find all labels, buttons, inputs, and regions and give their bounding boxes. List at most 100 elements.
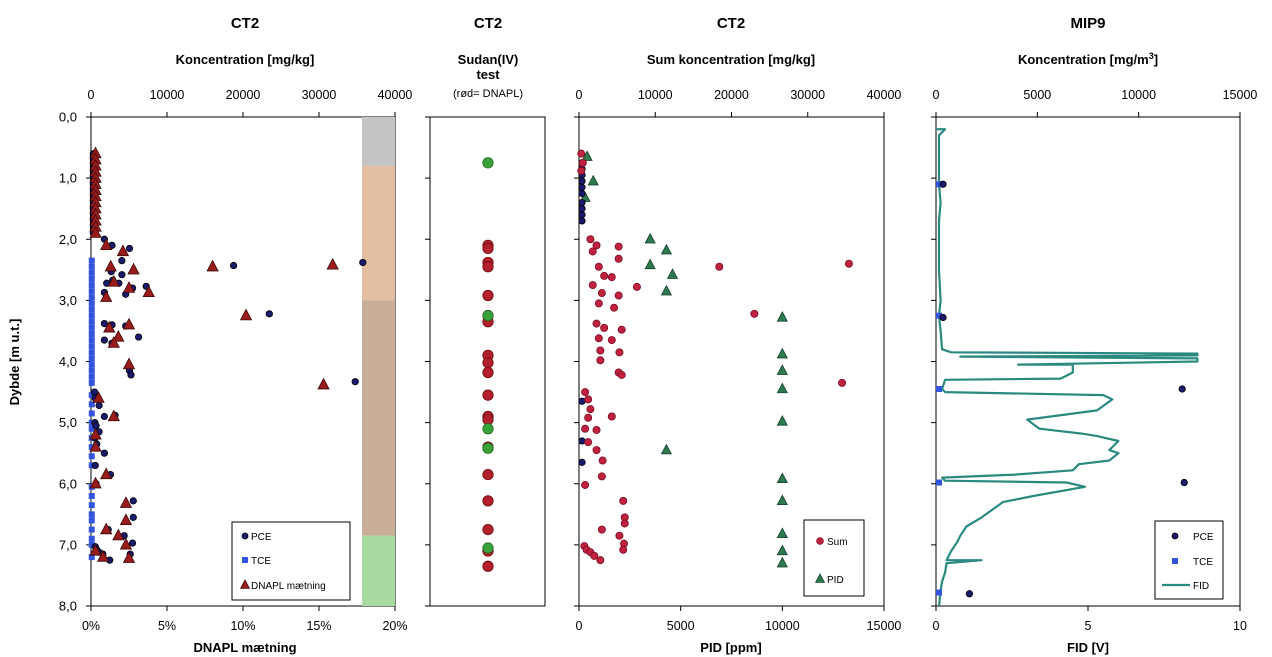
- panel3-bottom-tick-label: 15000: [867, 619, 902, 633]
- dnapl-point: [122, 357, 136, 370]
- y-tick-label: 2,0: [59, 232, 77, 247]
- sum-point: [844, 259, 853, 268]
- pid-low-point: [578, 198, 586, 207]
- legend-mip-tce-marker: [1172, 558, 1178, 564]
- pid-low-point: [578, 189, 586, 198]
- tce-point: [88, 324, 95, 331]
- pid-low-point: [578, 217, 586, 225]
- pid-low-point: [578, 183, 586, 191]
- sum-point: [614, 291, 623, 300]
- tce-point: [88, 306, 95, 313]
- pid-point: [776, 544, 788, 556]
- sum-point: [594, 334, 603, 343]
- sum-point: [617, 325, 626, 334]
- panel4-bottom-tick-label: 10: [1233, 619, 1247, 633]
- pce-point: [128, 539, 137, 547]
- sudan-green-point: [482, 310, 494, 322]
- panel1-top-tick-label: 40000: [378, 88, 413, 102]
- panel1-title: CT2: [231, 15, 259, 32]
- dnapl-point: [107, 274, 120, 287]
- stratum-peach: [362, 165, 395, 301]
- sum-point: [584, 413, 593, 422]
- pce-point: [129, 497, 137, 505]
- sum-point: [590, 551, 599, 560]
- legends-group: PCE TCE DNAPL mætning Sum PID PCE TCE FID: [231, 519, 1224, 601]
- sudan-green-point: [482, 542, 494, 554]
- mip-pce-point: [965, 590, 974, 598]
- dnapl-point: [122, 281, 136, 293]
- sum-point: [592, 241, 601, 250]
- sudan-green-point: [482, 157, 494, 169]
- pid-point: [776, 527, 788, 539]
- dnapl-point: [100, 290, 113, 302]
- sum-point: [600, 271, 609, 280]
- pid-point: [644, 232, 656, 244]
- sudan-red-point: [482, 366, 494, 379]
- dnapl-point: [96, 550, 110, 562]
- panel1-top-axis-label: Koncentration [mg/kg]: [176, 52, 315, 67]
- pid-low-point: [578, 437, 586, 445]
- pid-low-point: [578, 211, 586, 219]
- tce-point: [88, 502, 95, 509]
- panel4-bottom-axis-label: FID [V]: [1067, 640, 1109, 655]
- panel4-top-axis-label-main: Koncentration [mg/m: [1018, 52, 1149, 67]
- pce-point: [351, 378, 359, 386]
- sum-point: [607, 412, 616, 421]
- y-tick-label: 6,0: [59, 476, 77, 491]
- sum-point: [584, 438, 593, 447]
- pid-point: [587, 174, 599, 186]
- panel3-bottom-tick-label: 0: [576, 619, 583, 633]
- panel3-bottom-axis-label: PID [ppm]: [700, 640, 761, 655]
- sum-point: [597, 525, 606, 534]
- sum-point: [592, 446, 601, 455]
- panel3-legend: [803, 519, 865, 597]
- y-tick-label: 7,0: [59, 537, 77, 552]
- pce-point: [95, 401, 103, 410]
- tce-point: [88, 453, 95, 460]
- pid-point: [660, 243, 673, 255]
- dnapl-point: [104, 259, 117, 272]
- stratum-grey: [362, 117, 395, 166]
- tce-point: [88, 269, 95, 276]
- dnapl-point: [100, 522, 113, 535]
- tce-point: [88, 511, 95, 518]
- tce-point: [88, 401, 95, 408]
- sum-point: [600, 323, 609, 332]
- dnapl-point: [89, 476, 102, 489]
- panel2-title: CT2: [474, 15, 502, 32]
- panel4-top-axis-label: Koncentration [mg/m3]: [1018, 51, 1158, 67]
- pce-point: [90, 388, 99, 396]
- panel1-bottom-tick-label: 10%: [230, 619, 255, 633]
- dnapl-point: [127, 262, 140, 275]
- panel1-legend: [231, 521, 351, 601]
- sum-point: [750, 309, 759, 318]
- dnapl-point: [119, 496, 133, 508]
- panel3-title: CT2: [717, 15, 745, 32]
- pce-point: [100, 320, 109, 328]
- tce-point: [88, 554, 95, 561]
- sum-point: [619, 496, 628, 505]
- pce-point: [230, 261, 238, 270]
- sum-point: [598, 456, 607, 465]
- pid-point: [660, 443, 673, 455]
- tce-point: [88, 535, 95, 542]
- tce-point: [88, 444, 95, 451]
- tce-point: [88, 337, 95, 344]
- pid-point: [776, 382, 788, 394]
- y-tick-label: 4,0: [59, 354, 77, 369]
- sum-point: [715, 262, 724, 271]
- panel3-top-tick-label: 0: [576, 88, 583, 102]
- sudan-red-point: [482, 523, 494, 536]
- panel4-top-axis-label-end: ]: [1154, 52, 1158, 67]
- sum-point: [619, 545, 628, 554]
- sudan-green-point: [482, 423, 494, 435]
- panel3-top-axis-label: Sum koncentration [mg/kg]: [647, 52, 815, 67]
- sum-point: [607, 273, 616, 282]
- mip-pce-point: [1180, 478, 1188, 487]
- legend-fid-label: FID: [1193, 581, 1209, 592]
- legend-pce-marker: [241, 532, 249, 540]
- sum-point: [632, 282, 641, 291]
- mip-pce-point: [939, 180, 947, 188]
- sum-point: [597, 472, 606, 481]
